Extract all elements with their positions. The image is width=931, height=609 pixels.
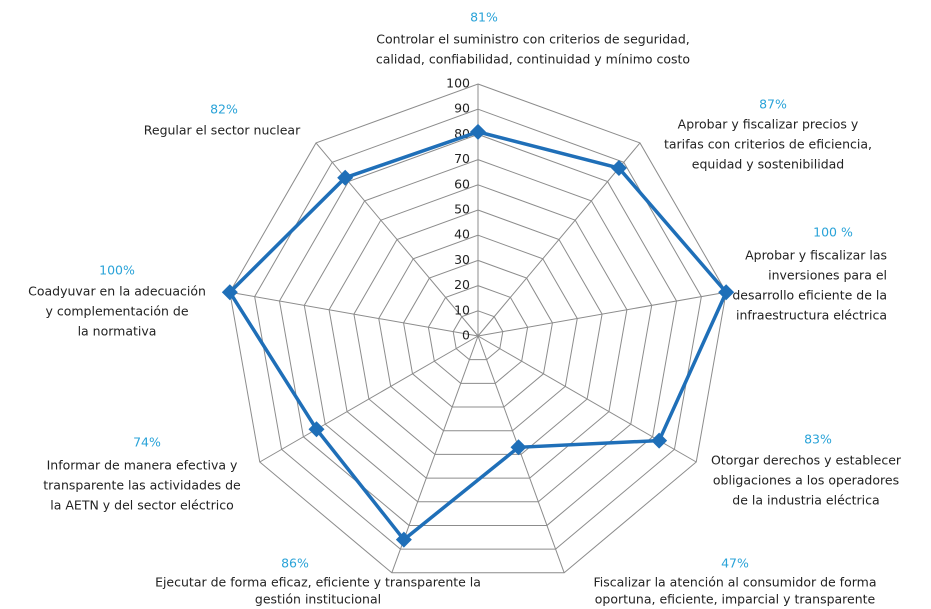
category-label: transparente las actividades de — [43, 478, 241, 493]
marker — [610, 160, 627, 177]
tick-label: 90 — [454, 101, 470, 116]
marker — [718, 284, 735, 301]
marker — [395, 531, 412, 548]
marker — [308, 421, 325, 438]
tick-label: 0 — [462, 328, 470, 343]
value-label: 100% — [99, 263, 135, 278]
category-label: de la industria eléctrica — [732, 493, 879, 508]
category-label: equidad y sostenibilidad — [692, 157, 844, 172]
value-label: 82% — [210, 102, 238, 117]
spoke — [259, 335, 479, 463]
category-label: tarifas con criterios de eficiencia, — [664, 137, 872, 152]
grid-ring — [378, 234, 578, 432]
grid-ring — [353, 209, 603, 455]
tick-label: 30 — [454, 252, 470, 267]
category-label: la AETN y del sector eléctrico — [50, 498, 233, 513]
category-label: Fiscalizar la atención al consumidor de … — [594, 575, 877, 590]
value-label: 87% — [759, 97, 787, 112]
category-label: inversiones para el — [768, 268, 887, 283]
spoke — [477, 291, 727, 337]
grid-ring — [303, 159, 653, 503]
tick-label: 10 — [454, 302, 470, 317]
spoke — [391, 335, 479, 573]
spoke — [477, 142, 641, 337]
category-label: desarrollo eficiente de la — [732, 288, 887, 303]
grid-ring — [427, 285, 529, 384]
value-label: 74% — [133, 435, 161, 450]
category-label: oportuna, eficiente, imparcial y transpa… — [595, 592, 876, 607]
category-label: Ejecutar de forma eficaz, eficiente y tr… — [155, 575, 481, 590]
series-line — [227, 130, 729, 543]
value-label: 83% — [804, 432, 832, 447]
marker — [651, 432, 668, 449]
value-label: 81% — [470, 10, 498, 25]
grid-ring — [452, 310, 504, 361]
tick-label: 70 — [454, 151, 470, 166]
grid-ring — [403, 259, 553, 408]
category-label: gestión institucional — [255, 592, 381, 607]
category-label: calidad, confiabilidad, continuidad y mí… — [376, 52, 690, 67]
category-label: la normativa — [78, 324, 157, 339]
spoke — [477, 335, 565, 573]
grid-ring — [229, 83, 727, 574]
value-label: 86% — [281, 556, 309, 571]
tick-label: 100 — [446, 76, 470, 91]
category-label: infraestructura eléctrica — [736, 308, 887, 323]
category-label: Coadyuvar en la adecuación — [28, 284, 206, 299]
tick-label: 20 — [454, 277, 470, 292]
category-label: Informar de manera efectiva y — [47, 458, 238, 473]
spoke — [229, 291, 479, 337]
category-label: y complementación de — [45, 304, 188, 319]
category-label: Aprobar y fiscalizar las — [745, 248, 887, 263]
marker — [337, 169, 354, 186]
category-label: Aprobar y fiscalizar precios y — [678, 117, 859, 132]
value-label: 47% — [721, 556, 749, 571]
category-label: obligaciones a los operadores — [713, 473, 899, 488]
tick-label: 50 — [454, 202, 470, 217]
marker — [510, 439, 527, 456]
marker — [470, 123, 486, 140]
value-label: 100 % — [813, 225, 853, 240]
grid-ring — [278, 133, 678, 526]
category-label: Controlar el suministro con criterios de… — [376, 32, 689, 47]
tick-label: 40 — [454, 227, 470, 242]
category-label: Regular el sector nuclear — [144, 123, 301, 138]
tick-label: 60 — [454, 176, 470, 191]
category-label: Otorgar derechos y establecer — [711, 453, 902, 468]
marker — [221, 284, 238, 301]
